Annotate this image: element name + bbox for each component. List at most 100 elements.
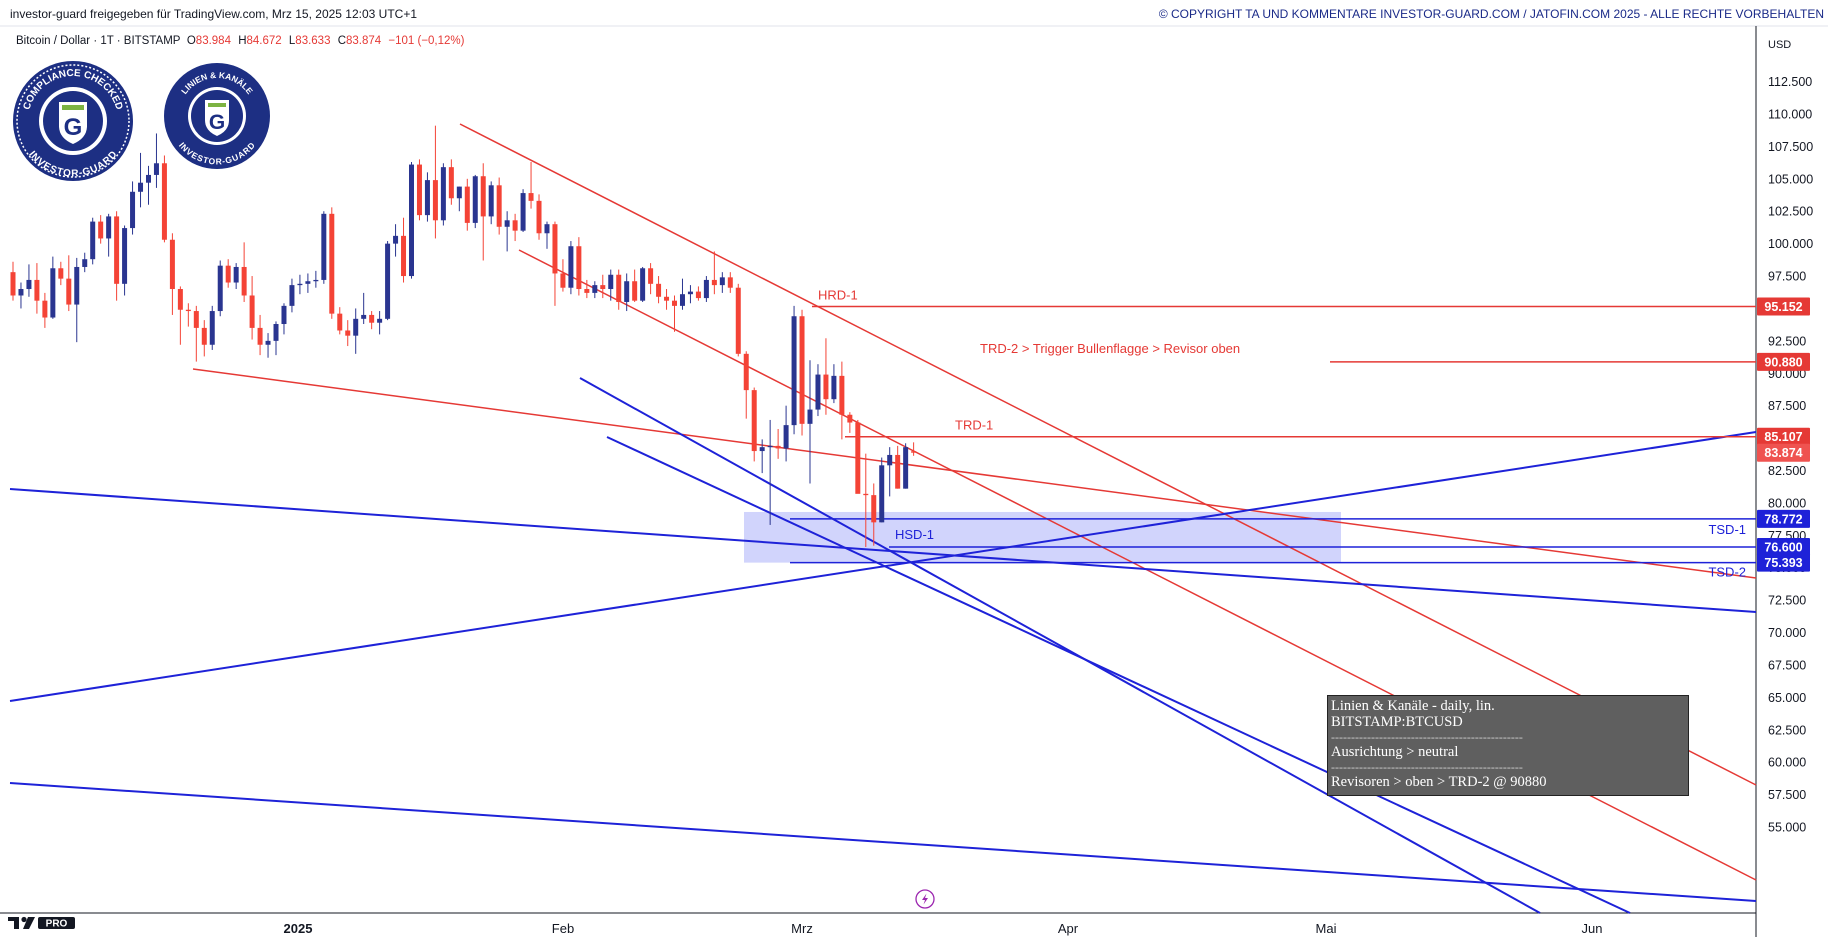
candle-body <box>265 340 271 345</box>
price-tag-label: 76.600 <box>1764 540 1802 554</box>
y-tick-label: 110.000 <box>1768 108 1812 122</box>
symbol-ohlc-legend: Bitcoin / Dollar · 1T · BITSTAMP O83.984… <box>16 35 465 47</box>
blue-lower-line <box>9 782 1757 902</box>
y-tick-label: 62.500 <box>1768 723 1806 737</box>
price-tag <box>1757 352 1810 371</box>
candle-body <box>584 289 590 293</box>
price-tags: 95.152 90.880 85.107 83.874 78.772 76.600 75.3… <box>1757 297 1810 572</box>
candle-body <box>608 274 614 290</box>
x-tick-label: Jun <box>1582 921 1603 936</box>
candle-body <box>815 374 821 410</box>
candle-body <box>783 425 789 449</box>
tradingview-logo[interactable]: PRO <box>8 915 78 931</box>
candle-body <box>289 285 295 306</box>
candle-body <box>895 454 901 489</box>
candle-body <box>488 185 494 217</box>
candle-body <box>648 268 654 284</box>
candle-body <box>871 495 877 523</box>
candle-body <box>26 279 32 290</box>
candle-body <box>138 182 144 192</box>
price-tag <box>1757 297 1810 316</box>
candle-body <box>440 167 446 221</box>
candle-body <box>903 447 909 489</box>
candle-body <box>217 265 223 312</box>
candle-body <box>711 279 717 286</box>
candle-body <box>153 163 159 175</box>
candle-body <box>520 193 526 231</box>
level-label: HSD-1 <box>895 527 934 542</box>
y-tick-label: 80.000 <box>1768 496 1806 510</box>
candle-body <box>456 186 462 199</box>
candle-body <box>640 268 646 301</box>
blue-falling-line <box>9 488 1757 613</box>
lightning-icon[interactable] <box>915 889 935 909</box>
candle-body <box>759 447 765 452</box>
candle-body <box>257 327 263 345</box>
candle-body <box>560 273 566 288</box>
y-tick-label: 82.500 <box>1768 464 1806 478</box>
candle-body <box>361 314 367 319</box>
y-tick-label: 112.500 <box>1768 75 1812 89</box>
candle-body <box>632 281 638 301</box>
y-tick-label: 57.500 <box>1768 788 1806 802</box>
candle-body <box>377 318 383 323</box>
info-separator: ----------------------------------------… <box>1331 730 1523 744</box>
candle-body <box>751 390 757 452</box>
red-channel-upper <box>459 123 1757 786</box>
x-tick-label: Apr <box>1058 921 1079 936</box>
candle-body <box>504 220 510 227</box>
candle-body <box>416 164 422 216</box>
candle-body <box>233 266 239 283</box>
horizontal-levels: HRD-1 TRD-2 > Trigger Bullenflagge > Revi… <box>790 287 1756 580</box>
candle-body <box>50 268 56 318</box>
price-tag-label: 95.152 <box>1764 300 1802 314</box>
linien-kanaele-badge: G LINIEN & KANÄLE INVESTOR-GUARD <box>164 63 270 169</box>
candle-body <box>791 316 797 426</box>
svg-text:PRO: PRO <box>46 919 68 930</box>
price-tag <box>1757 443 1810 462</box>
price-tag <box>1757 537 1810 556</box>
candle-body <box>679 294 685 306</box>
candle-body <box>528 193 534 201</box>
price-tag-label: 90.880 <box>1764 355 1802 369</box>
candle-body <box>385 243 391 319</box>
candle-body <box>576 246 582 290</box>
candle-body <box>839 375 845 415</box>
level-label: TRD-1 <box>955 418 993 433</box>
level-label: TRD-2 > Trigger Bullenflagge > Revisor o… <box>980 341 1240 356</box>
analysis-info-box[interactable]: Linien & Kanäle - daily, lin. BITSTAMP:B… <box>1327 695 1689 796</box>
candle-body <box>401 235 407 277</box>
candle-body <box>66 278 72 305</box>
blue-channel-1 <box>579 377 1541 914</box>
level-label: HRD-1 <box>818 287 858 302</box>
candle-body <box>90 221 96 260</box>
blue-rising-line <box>9 431 1757 702</box>
candle-body <box>863 493 869 496</box>
info-symbol: BITSTAMP:BTCUSD <box>1331 714 1463 730</box>
candle-body <box>687 291 693 295</box>
candle-body <box>727 277 733 288</box>
time-axis[interactable]: 2025 Feb Mrz Apr Mai Jun <box>284 921 1603 936</box>
candle-body <box>161 163 167 240</box>
candle-body <box>177 289 183 310</box>
candle-body <box>544 224 550 234</box>
candle-body <box>145 174 151 183</box>
svg-text:G: G <box>209 111 225 134</box>
candle-body <box>512 220 518 231</box>
candle-body <box>122 228 128 284</box>
level-label: TSD-2 <box>1708 565 1746 580</box>
close-value: 83.874 <box>346 35 382 47</box>
y-tick-label: 65.000 <box>1768 691 1806 705</box>
price-tag-label: 85.107 <box>1764 430 1802 444</box>
candle-body <box>432 180 438 221</box>
y-tick-label: 100.000 <box>1768 237 1813 251</box>
y-tick-label: 55.000 <box>1768 821 1806 835</box>
compliance-checked-badge: G COMPLIANCE CHECKED INVESTOR-GUARD <box>13 61 133 181</box>
price-tag-label: 75.393 <box>1764 556 1802 570</box>
candle-body <box>10 272 16 296</box>
candle-body <box>185 309 191 312</box>
candle-body <box>297 283 303 286</box>
candle-body <box>656 283 662 297</box>
info-orientation: Ausrichtung > neutral <box>1331 744 1459 760</box>
